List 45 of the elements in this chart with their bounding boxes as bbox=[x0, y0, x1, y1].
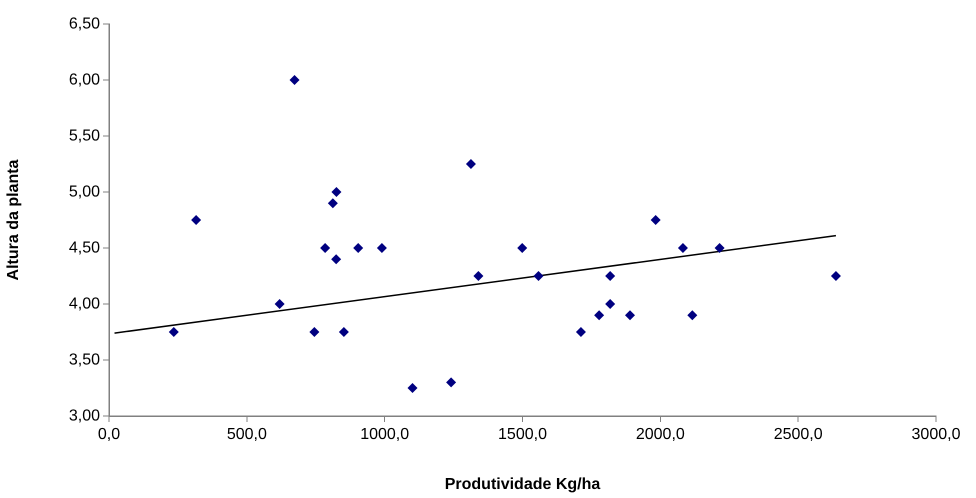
point bbox=[605, 271, 616, 281]
point bbox=[517, 243, 528, 253]
point bbox=[309, 327, 320, 337]
point bbox=[320, 243, 330, 253]
point bbox=[446, 377, 456, 388]
y-tick-label: 5,00 bbox=[68, 183, 100, 200]
point bbox=[605, 299, 616, 309]
point bbox=[594, 310, 604, 320]
x-axis-title: Produtividade Kg/ha bbox=[444, 476, 600, 493]
point bbox=[473, 271, 484, 281]
y-tick-label: 3,50 bbox=[68, 351, 100, 368]
point bbox=[714, 243, 725, 253]
point bbox=[338, 327, 349, 337]
x-tick-label: 500,0 bbox=[226, 426, 267, 444]
point bbox=[328, 198, 338, 208]
point bbox=[830, 271, 841, 281]
y-axis-title: Altura da planta bbox=[5, 159, 22, 280]
x-tick-label: 1000,0 bbox=[360, 426, 410, 444]
point bbox=[625, 310, 636, 320]
point bbox=[533, 271, 544, 281]
y-tick-label: 4,50 bbox=[68, 239, 100, 256]
point bbox=[331, 254, 342, 264]
point bbox=[376, 243, 387, 253]
point bbox=[191, 215, 202, 225]
x-tick-label: 0,0 bbox=[98, 426, 120, 444]
point bbox=[650, 215, 661, 225]
point bbox=[290, 75, 300, 85]
y-tick-label: 5,50 bbox=[68, 127, 100, 144]
point bbox=[353, 243, 364, 253]
y-tick-label: 6,50 bbox=[68, 15, 100, 32]
x-tick-label: 2000,0 bbox=[636, 426, 685, 444]
point bbox=[687, 310, 698, 320]
point bbox=[331, 187, 342, 197]
point bbox=[274, 299, 285, 309]
point bbox=[408, 383, 418, 393]
y-tick-label: 3,00 bbox=[68, 407, 100, 424]
point bbox=[466, 159, 476, 169]
x-tick-label: 2500,0 bbox=[774, 426, 823, 444]
point bbox=[576, 327, 586, 337]
x-tick-label: 1500,0 bbox=[498, 426, 548, 444]
y-tick-label: 6,00 bbox=[68, 71, 100, 88]
x-tick-label: 3000,0 bbox=[912, 426, 961, 444]
point bbox=[168, 327, 179, 337]
point bbox=[678, 243, 688, 253]
y-tick-label: 4,00 bbox=[68, 295, 100, 312]
